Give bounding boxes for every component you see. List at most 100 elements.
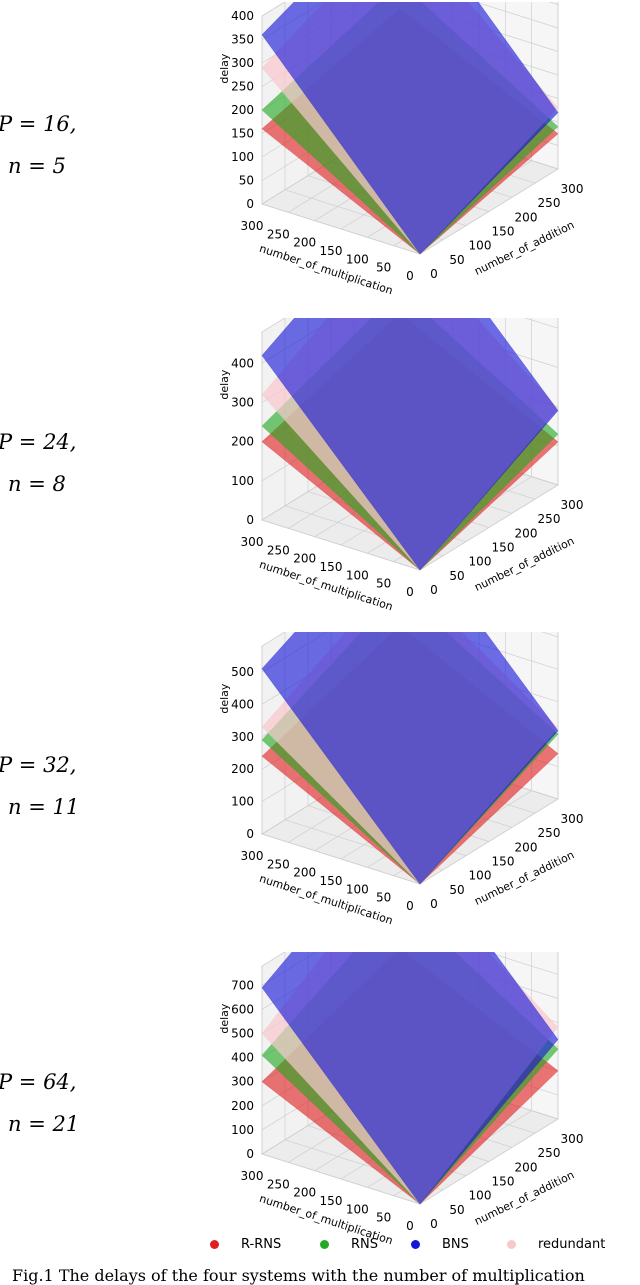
add-tick-label: 100 — [469, 1189, 492, 1203]
z-tick-label: 0 — [246, 827, 254, 841]
mult-tick-label: 250 — [267, 1177, 290, 1191]
mult-tick-label: 200 — [293, 1186, 316, 1200]
mult-tick-label: 100 — [346, 1202, 369, 1216]
legend-marker-bns — [411, 1239, 420, 1249]
z-tick-label: 300 — [231, 56, 254, 70]
panel-4-n-value: n = 21 — [8, 1112, 80, 1136]
surface-chart-4: 0100200300400500600700delay3002502001501… — [218, 952, 584, 1247]
surface-chart-3: 0100200300400500delay300250200150100500n… — [218, 632, 584, 927]
mult-tick-label: 150 — [320, 560, 343, 574]
z-axis-label: delay — [218, 683, 231, 714]
add-tick-label: 150 — [492, 1175, 515, 1189]
add-tick-label: 300 — [561, 1132, 584, 1146]
mult-tick-label: 150 — [320, 1194, 343, 1208]
add-tick-label: 150 — [492, 225, 515, 239]
legend-marker-rns — [320, 1239, 329, 1249]
add-tick-label: 100 — [469, 555, 492, 569]
add-tick-label: 100 — [469, 869, 492, 883]
mult-tick-label: 300 — [241, 849, 264, 863]
add-tick-label: 250 — [538, 826, 561, 840]
mult-tick-label: 0 — [406, 899, 414, 913]
panel-3-p-value: P = 32, — [0, 753, 77, 777]
surface-bns — [261, 632, 559, 885]
add-tick-label: 0 — [430, 1217, 438, 1231]
legend-item-bns: BNS — [411, 1234, 469, 1254]
legend-label-bns: BNS — [442, 1236, 469, 1252]
z-tick-label: 400 — [231, 9, 254, 23]
add-tick-label: 50 — [449, 253, 464, 267]
mult-tick-label: 0 — [406, 585, 414, 599]
mult-tick-label: 50 — [376, 891, 391, 905]
z-axis-label: delay — [218, 1003, 231, 1034]
add-tick-label: 50 — [449, 569, 464, 583]
mult-tick-label: 300 — [241, 1169, 264, 1183]
legend-item-rns: RNS — [320, 1234, 378, 1254]
mult-tick-label: 250 — [267, 227, 290, 241]
panel-4-p-value: P = 64, — [0, 1070, 77, 1094]
mult-tick-label: 0 — [406, 1219, 414, 1233]
z-tick-label: 0 — [246, 513, 254, 527]
legend-label-r-rns: R-RNS — [241, 1236, 282, 1252]
mult-tick-label: 100 — [346, 568, 369, 582]
z-tick-label: 300 — [231, 730, 254, 744]
add-tick-label: 50 — [449, 1203, 464, 1217]
mult-tick-label: 100 — [346, 252, 369, 266]
mult-tick-label: 50 — [376, 577, 391, 591]
mult-tick-label: 100 — [346, 882, 369, 896]
z-tick-label: 100 — [231, 474, 254, 488]
add-tick-label: 150 — [492, 541, 515, 555]
z-tick-label: 0 — [246, 1147, 254, 1161]
add-tick-label: 0 — [430, 897, 438, 911]
add-tick-label: 200 — [515, 210, 538, 224]
mult-tick-label: 50 — [376, 261, 391, 275]
z-tick-label: 350 — [231, 33, 254, 47]
figure-caption: Fig.1 The delays of the four systems wit… — [12, 1266, 585, 1285]
z-tick-label: 100 — [231, 1123, 254, 1137]
add-tick-label: 250 — [538, 196, 561, 210]
z-axis-label: delay — [218, 369, 231, 400]
add-tick-label: 200 — [515, 1160, 538, 1174]
surface-bns — [261, 952, 559, 1205]
add-tick-label: 300 — [561, 812, 584, 826]
mult-tick-label: 250 — [267, 543, 290, 557]
surface-bns — [261, 318, 559, 571]
z-tick-label: 300 — [231, 396, 254, 410]
z-tick-label: 150 — [231, 127, 254, 141]
z-axis-label: delay — [218, 53, 231, 84]
z-tick-label: 250 — [231, 80, 254, 94]
z-tick-label: 200 — [231, 762, 254, 776]
panel-1-p-value: P = 16, — [0, 112, 77, 136]
mult-tick-label: 300 — [241, 219, 264, 233]
add-tick-label: 200 — [515, 840, 538, 854]
surface-bns — [261, 2, 559, 255]
surface-chart-2: 0100200300400delay300250200150100500numb… — [218, 318, 584, 613]
add-tick-label: 300 — [561, 498, 584, 512]
legend-label-rns: RNS — [351, 1236, 379, 1252]
z-tick-label: 700 — [231, 978, 254, 992]
add-tick-label: 250 — [538, 1146, 561, 1160]
mult-tick-label: 200 — [293, 866, 316, 880]
add-tick-label: 0 — [430, 267, 438, 281]
mult-tick-label: 300 — [241, 535, 264, 549]
z-tick-label: 400 — [231, 356, 254, 370]
legend-marker-r-rns — [210, 1239, 219, 1249]
mult-tick-label: 200 — [293, 236, 316, 250]
mult-tick-label: 0 — [406, 269, 414, 283]
z-tick-label: 200 — [231, 435, 254, 449]
mult-tick-label: 250 — [267, 857, 290, 871]
z-tick-label: 0 — [246, 197, 254, 211]
z-tick-label: 200 — [231, 1099, 254, 1113]
panel-2-n-value: n = 8 — [8, 472, 66, 496]
z-tick-label: 400 — [231, 1051, 254, 1065]
z-tick-label: 200 — [231, 103, 254, 117]
legend-item-redundant: redundant — [507, 1234, 605, 1254]
add-tick-label: 250 — [538, 512, 561, 526]
mult-tick-label: 150 — [320, 874, 343, 888]
mult-tick-label: 200 — [293, 552, 316, 566]
panel-2-p-value: P = 24, — [0, 430, 77, 454]
add-tick-label: 100 — [469, 239, 492, 253]
mult-tick-label: 50 — [376, 1211, 391, 1225]
add-tick-label: 50 — [449, 883, 464, 897]
z-tick-label: 100 — [231, 150, 254, 164]
legend: R-RNS RNS BNS redundant — [210, 1234, 630, 1254]
